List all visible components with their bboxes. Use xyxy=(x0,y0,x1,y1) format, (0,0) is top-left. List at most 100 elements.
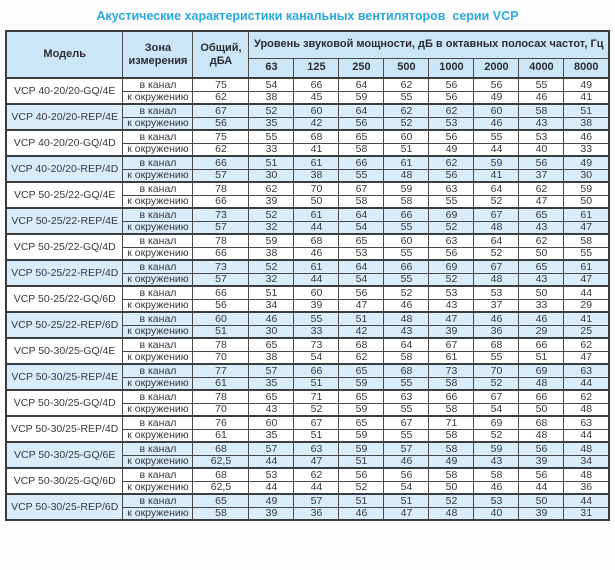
band-value-cell: 64 xyxy=(338,103,385,118)
band-value-cell: 68 xyxy=(473,337,520,352)
band-value-cell: 66 xyxy=(383,207,430,222)
band-value-cell: 44 xyxy=(293,220,340,235)
band-value-cell: 48 xyxy=(563,441,610,456)
band-value-cell: 41 xyxy=(473,168,520,183)
band-value-cell: 48 xyxy=(518,376,565,391)
band-value-cell: 44 xyxy=(473,142,520,157)
band-value-cell: 51 xyxy=(338,454,385,469)
band-value-cell: 67 xyxy=(473,207,520,222)
table-row: VCP 50-30/25-GQ/4D в канал 78 65 71 65 63 66 67 6… xyxy=(5,389,610,417)
band-value-cell: 58 xyxy=(428,467,475,482)
band-value-cell: 39 xyxy=(293,298,340,313)
band-value-cell: 66 xyxy=(428,389,475,404)
model-cell: VCP 50-25/22-GQ/6D xyxy=(5,285,124,313)
band-value-cell: 58 xyxy=(338,142,385,157)
band-value-cell: 68 xyxy=(338,337,385,352)
band-value-cell: 58 xyxy=(383,194,430,209)
band-value-cell: 43 xyxy=(518,220,565,235)
band-value-cell: 66 xyxy=(383,259,430,274)
band-value-cell: 51 xyxy=(293,428,340,443)
header-frequency: 500 xyxy=(383,57,430,79)
page-title: Акустические характеристики канальных ве… xyxy=(96,9,519,23)
band-value-cell: 60 xyxy=(473,103,520,118)
total-dba-cell: 78 xyxy=(192,389,250,404)
band-value-cell: 58 xyxy=(518,103,565,118)
table-row: VCP 50-30/25-GQ/4E в канал 78 65 73 68 64 67 68 6… xyxy=(5,337,610,365)
model-cell: VCP 50-25/22-REP/6D xyxy=(5,311,124,339)
model-cell: VCP 40-20/20-REP/4E xyxy=(5,103,124,131)
band-value-cell: 55 xyxy=(383,272,430,287)
table-row: VCP 40-20/20-REP/4D в канал 66 51 61 66 61 62 59… xyxy=(5,155,610,183)
band-value-cell: 61 xyxy=(563,207,610,222)
band-value-cell: 50 xyxy=(428,480,475,495)
zone-cell: в канал xyxy=(122,259,194,274)
table-row: VCP 50-25/22-REP/4D в канал 73 52 61 64 66 69 67… xyxy=(5,259,610,287)
band-value-cell: 67 xyxy=(473,389,520,404)
total-dba-cell: 66 xyxy=(192,194,250,209)
band-value-cell: 58 xyxy=(338,194,385,209)
zone-cell: в канал xyxy=(122,441,194,456)
band-value-cell: 69 xyxy=(518,363,565,378)
band-value-cell: 70 xyxy=(473,363,520,378)
total-dba-cell: 78 xyxy=(192,233,250,248)
total-dba-cell: 62,5 xyxy=(192,454,250,469)
band-value-cell: 46 xyxy=(248,311,295,326)
band-value-cell: 44 xyxy=(518,480,565,495)
band-value-cell: 52 xyxy=(248,103,295,118)
band-value-cell: 48 xyxy=(473,272,520,287)
zone-cell: в канал xyxy=(122,337,194,352)
band-value-cell: 51 xyxy=(248,155,295,170)
band-value-cell: 66 xyxy=(518,389,565,404)
band-value-cell: 47 xyxy=(518,194,565,209)
zone-cell: к окружению xyxy=(122,246,194,261)
band-value-cell: 25 xyxy=(563,324,610,339)
zone-cell: к окружению xyxy=(122,168,194,183)
total-dba-cell: 56 xyxy=(192,116,250,131)
band-value-cell: 56 xyxy=(518,441,565,456)
band-value-cell: 62 xyxy=(518,233,565,248)
zone-cell: в канал xyxy=(122,311,194,326)
table-row: VCP 40-20/20-GQ/4E в канал 75 54 66 64 62 56 56 5… xyxy=(5,77,610,105)
band-value-cell: 36 xyxy=(563,480,610,495)
table-row: VCP 50-30/25-REP/4D в канал 76 60 67 65 67 71 69… xyxy=(5,415,610,443)
table-row: VCP 50-25/22-GQ/4E в канал 78 62 70 67 59 63 64 6… xyxy=(5,181,610,209)
band-value-cell: 51 xyxy=(293,376,340,391)
band-value-cell: 34 xyxy=(248,298,295,313)
total-dba-cell: 78 xyxy=(192,181,250,196)
band-value-cell: 43 xyxy=(473,454,520,469)
table-row: к окружению 70 43 52 59 55 58 54 50 48 xyxy=(6,402,610,417)
table-row: к окружению 51 30 33 42 43 39 36 29 25 xyxy=(6,324,610,339)
band-value-cell: 42 xyxy=(338,324,385,339)
band-value-cell: 58 xyxy=(428,402,475,417)
band-value-cell: 43 xyxy=(383,324,430,339)
model-cell: VCP 50-30/25-REP/4D xyxy=(5,415,124,443)
band-value-cell: 48 xyxy=(563,402,610,417)
zone-cell: в канал xyxy=(122,285,194,300)
band-value-cell: 44 xyxy=(563,285,610,300)
band-value-cell: 59 xyxy=(473,441,520,456)
header-zone: Зона измерения xyxy=(122,30,194,79)
band-value-cell: 59 xyxy=(383,181,430,196)
model-cell: VCP 50-30/25-GQ/4D xyxy=(5,389,124,417)
band-value-cell: 52 xyxy=(473,246,520,261)
band-value-cell: 54 xyxy=(473,402,520,417)
band-value-cell: 59 xyxy=(338,376,385,391)
band-value-cell: 67 xyxy=(473,259,520,274)
band-value-cell: 56 xyxy=(428,90,475,105)
table-row: к окружению 70 38 54 62 58 61 55 51 47 xyxy=(6,350,610,365)
band-value-cell: 33 xyxy=(563,142,610,157)
band-value-cell: 31 xyxy=(563,506,610,521)
band-value-cell: 68 xyxy=(383,363,430,378)
header-frequency: 250 xyxy=(338,57,385,79)
total-dba-cell: 51 xyxy=(192,324,250,339)
band-value-cell: 51 xyxy=(338,493,385,508)
band-value-cell: 53 xyxy=(473,493,520,508)
band-value-cell: 56 xyxy=(338,116,385,131)
band-value-cell: 46 xyxy=(383,454,430,469)
total-dba-cell: 57 xyxy=(192,272,250,287)
band-value-cell: 53 xyxy=(428,285,475,300)
total-dba-cell: 57 xyxy=(192,168,250,183)
zone-cell: к окружению xyxy=(122,402,194,417)
band-value-cell: 51 xyxy=(383,493,430,508)
band-value-cell: 38 xyxy=(248,350,295,365)
